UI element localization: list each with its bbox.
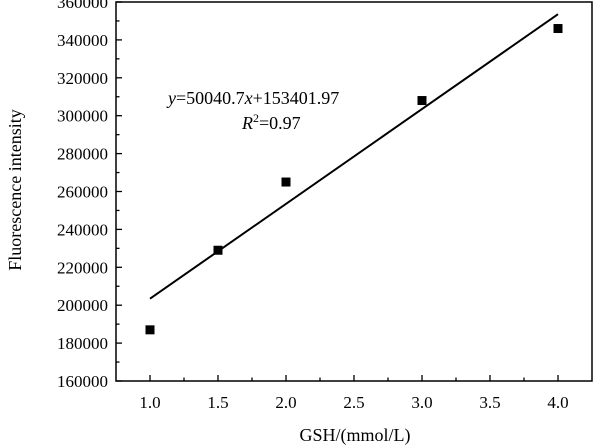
data-point bbox=[213, 245, 223, 255]
fit-line bbox=[149, 13, 559, 300]
y-tick-label: 280000 bbox=[57, 145, 108, 164]
y-tick-label: 360000 bbox=[57, 0, 108, 12]
y-tick-label: 260000 bbox=[57, 183, 108, 202]
r2-value: =0.97 bbox=[259, 113, 301, 133]
eq-intercept: +153401.97 bbox=[253, 88, 340, 108]
y-tick-label: 300000 bbox=[57, 107, 108, 126]
x-tick-label: 4.0 bbox=[547, 393, 568, 412]
data-point bbox=[553, 24, 563, 34]
y-tick-label: 320000 bbox=[57, 69, 108, 88]
x-tick-label: 3.5 bbox=[479, 393, 500, 412]
r-squared: R2=0.97 bbox=[241, 111, 301, 133]
plot-frame bbox=[115, 1, 593, 382]
data-point bbox=[145, 325, 155, 335]
eq-x-var: x bbox=[244, 88, 253, 108]
regression-equation: y=50040.7x+153401.97 bbox=[166, 88, 339, 108]
y-tick-label: 220000 bbox=[57, 258, 108, 277]
y-tick-label: 240000 bbox=[57, 220, 108, 239]
y-tick-label: 340000 bbox=[57, 31, 108, 50]
y-axis-title: Fluorescence intensity bbox=[5, 109, 25, 270]
y-tick-label: 160000 bbox=[57, 372, 108, 391]
x-axis-title: GSH/(mmol/L) bbox=[300, 425, 411, 446]
y-tick-label: 200000 bbox=[57, 296, 108, 315]
eq-slope: =50040.7 bbox=[176, 88, 245, 108]
y-axis-ticks: 160000 180000 200000 220000 240000 260000 2800… bbox=[57, 0, 122, 391]
data-point bbox=[417, 96, 427, 106]
x-axis-ticks: 1.0 1.5 2.0 2.5 3.0 3.5 4.0 bbox=[139, 375, 569, 412]
eq-y-var: y bbox=[166, 88, 176, 108]
data-points bbox=[145, 24, 563, 335]
x-tick-label: 2.0 bbox=[275, 393, 296, 412]
x-tick-label: 2.5 bbox=[343, 393, 364, 412]
r2-symbol: R bbox=[241, 113, 253, 133]
y-tick-label: 180000 bbox=[57, 334, 108, 353]
x-tick-label: 3.0 bbox=[411, 393, 432, 412]
data-point bbox=[281, 177, 291, 187]
x-tick-label: 1.5 bbox=[207, 393, 228, 412]
x-tick-label: 1.0 bbox=[139, 393, 160, 412]
r2-exponent: 2 bbox=[253, 111, 259, 125]
